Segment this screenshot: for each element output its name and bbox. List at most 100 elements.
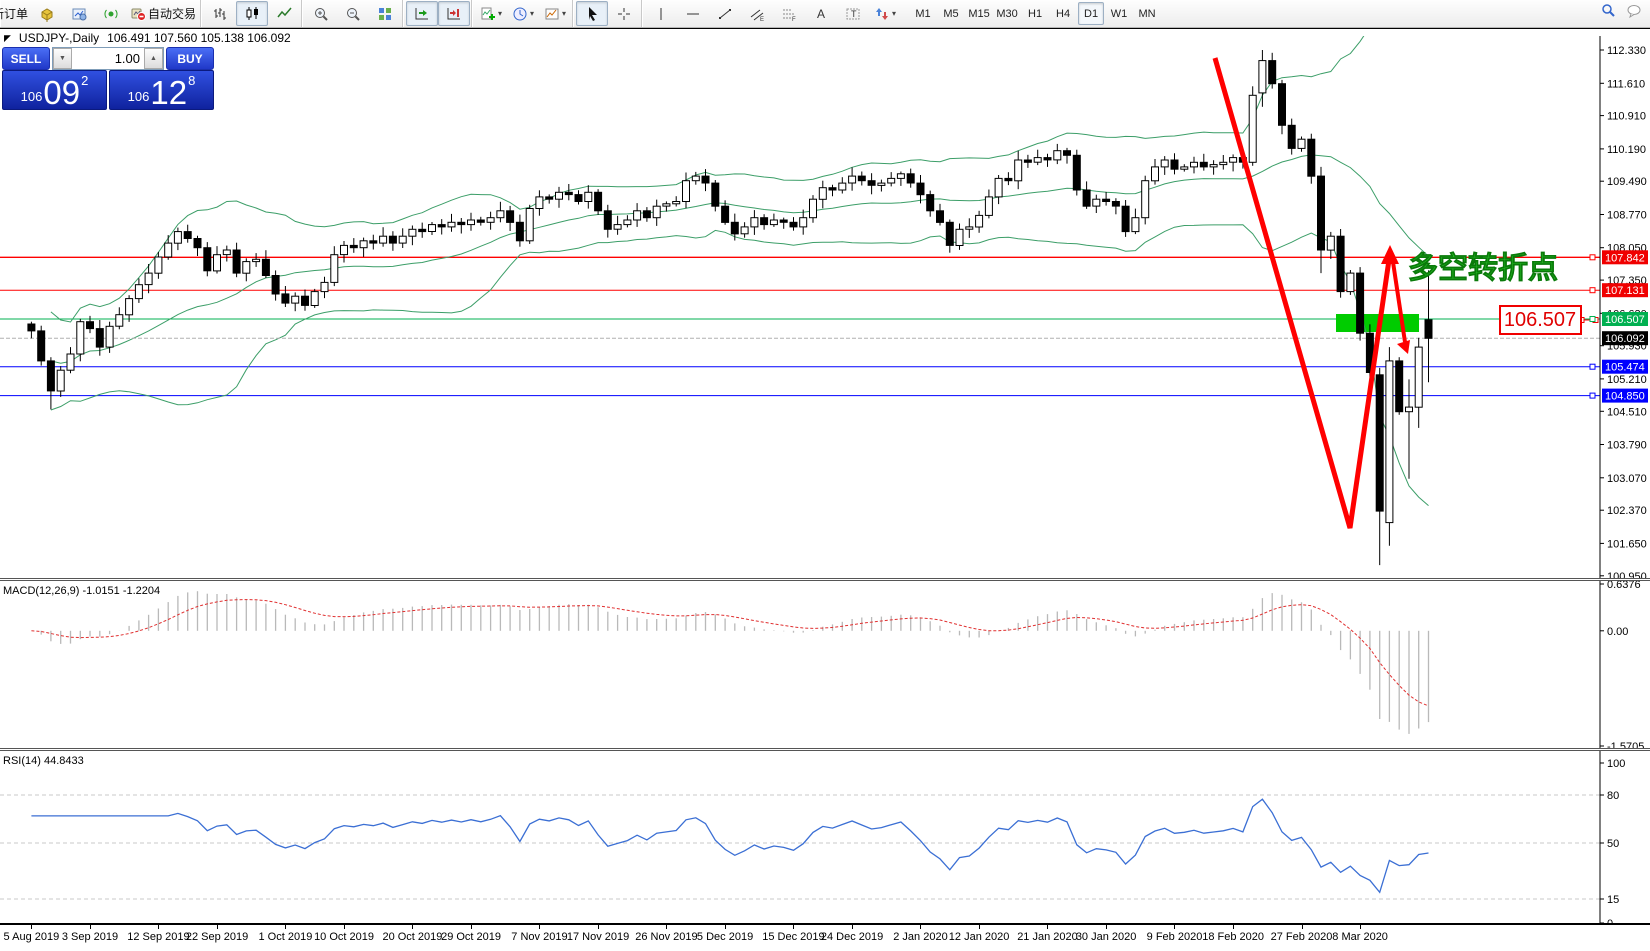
rsi-indicator-canvas[interactable]: 100 80 50 15 0 RSI(14) 44.8433 <box>0 751 1650 923</box>
date-tick <box>217 925 219 929</box>
date-tick <box>852 925 854 929</box>
templates-button[interactable]: ▾ <box>539 1 571 26</box>
price-axis-tick: 110.910 <box>1607 111 1646 123</box>
date-tick <box>1233 925 1235 929</box>
indicators-button[interactable]: ▾ <box>475 1 507 26</box>
date-label: 5 Aug 2019 <box>3 931 60 943</box>
sell-price-panel[interactable]: 106 09 2 <box>2 70 107 110</box>
price-line-label: 107.842 <box>1605 252 1645 264</box>
periods-button[interactable]: ▾ <box>507 1 539 26</box>
timeframe-h1-button[interactable]: H1 <box>1028 7 1043 20</box>
macd-indicator-canvas[interactable]: 0.6376 0.00 -1.5705 MACD(12,26,9) -1.0151 -… <box>0 581 1650 748</box>
chat-icon[interactable] <box>1626 3 1642 24</box>
price-axis-tick: 108.770 <box>1607 210 1647 222</box>
macd-axis-tick: 0.6376 <box>1607 581 1641 591</box>
line-chart-mode-button[interactable] <box>268 1 300 26</box>
new-order-button[interactable]: 新订单 <box>0 7 29 21</box>
cursor-tool-button[interactable] <box>576 1 609 26</box>
volume-decrease-button[interactable]: ▼ <box>53 48 72 69</box>
auto-scroll-button[interactable] <box>406 1 439 26</box>
price-axis-tick: 109.490 <box>1607 176 1647 188</box>
date-label: 27 Feb 2020 <box>1270 931 1333 943</box>
timeframe-m30-button[interactable]: M30 <box>996 7 1018 20</box>
date-label: 17 Nov 2019 <box>566 931 630 943</box>
horizontal-line-tool-button[interactable] <box>677 1 709 26</box>
timeframe-m1-button[interactable]: M1 <box>915 7 931 20</box>
volume-input[interactable]: 1.00 <box>114 51 140 66</box>
autotrade-button[interactable]: 自动交易 <box>127 1 199 26</box>
timeframe-m5-button[interactable]: M5 <box>943 7 959 20</box>
buy-price-sup: 8 <box>188 73 196 88</box>
dropdown-caret-icon[interactable]: ▾ <box>498 9 503 18</box>
dropdown-caret-icon[interactable]: ▾ <box>530 9 535 18</box>
linechart-icon <box>277 7 292 17</box>
timeframe-m15-button[interactable]: M15 <box>968 7 990 20</box>
zoom-out-button[interactable] <box>337 1 369 26</box>
price-axis-tick: 111.610 <box>1607 78 1645 90</box>
date-tick <box>920 925 922 929</box>
volume-increase-button[interactable]: ▲ <box>144 48 163 69</box>
date-tick <box>471 925 473 929</box>
date-label: 15 Dec 2019 <box>762 931 825 943</box>
zoom-in-button[interactable] <box>305 1 337 26</box>
chart-symbol-period: USDJPY-,Daily <box>18 31 100 45</box>
tile-windows-button[interactable] <box>369 1 401 26</box>
sell-price-sup: 2 <box>81 73 89 88</box>
buy-price-big: 12 <box>150 74 188 111</box>
candlestick-mode-button[interactable] <box>236 1 269 26</box>
dropdown-caret-icon[interactable]: ▾ <box>562 9 567 18</box>
svg-text:E: E <box>760 17 764 22</box>
main-toolbar: 新订单 自动交易 ▾ ▾ ▾ E F A T ▾ M1 M5 M15 M30 H1 H4 D1 W1 MN <box>0 0 1650 28</box>
trendline-tool-button[interactable] <box>709 1 741 26</box>
rsi-axis-tick: 80 <box>1607 790 1619 802</box>
price-axis-tick: 102.370 <box>1607 505 1647 517</box>
text-tool-button[interactable]: A <box>805 1 837 26</box>
date-tick <box>539 925 541 929</box>
data-folder-button[interactable] <box>31 1 63 26</box>
labelT-icon: T <box>846 8 860 19</box>
bollinger-band <box>50 36 1365 323</box>
price-chart-canvas[interactable]: 多空转折点 106.507 112.330 111.610 110.910 110.190… <box>0 0 1650 578</box>
chart-top-border <box>0 27 1650 29</box>
time-axis: 5 Aug 2019 3 Sep 2019 12 Sep 2019 22 Sep 20… <box>0 925 1650 951</box>
rsi-axis-tick: 50 <box>1607 838 1619 850</box>
panel-separator[interactable] <box>0 748 1650 751</box>
date-tick <box>979 925 981 929</box>
macd-signal-line <box>31 599 1429 707</box>
panel-separator[interactable] <box>0 578 1650 581</box>
market-watch-button[interactable] <box>63 1 95 26</box>
rsi-axis-tick: 0 <box>1607 918 1613 923</box>
dropdown-caret-icon[interactable]: ▾ <box>892 9 897 18</box>
zoomin-icon <box>315 7 328 21</box>
buy-price-panel[interactable]: 106 12 8 <box>109 70 214 110</box>
buy-button[interactable]: BUY <box>166 47 214 70</box>
label-tool-button[interactable]: T <box>837 1 869 26</box>
date-tick <box>1174 925 1176 929</box>
buy-price-handle: 106 <box>127 89 150 104</box>
arrows-tool-button[interactable]: ▾ <box>869 1 901 26</box>
timeframe-h4-button[interactable]: H4 <box>1056 7 1071 20</box>
signals-button[interactable] <box>95 1 127 26</box>
volume-spinner: ▼ 1.00 ▲ <box>52 47 164 70</box>
bar-chart-mode-button[interactable] <box>204 1 236 26</box>
autotrade-icon <box>131 8 147 21</box>
price-axis-tick: 112.330 <box>1607 45 1646 57</box>
date-tick <box>344 925 346 929</box>
vline-icon <box>660 7 662 20</box>
date-label: 21 Jan 2020 <box>1017 931 1078 943</box>
vertical-line-tool-button[interactable] <box>645 1 677 26</box>
timeframe-w1-button[interactable]: W1 <box>1110 7 1128 20</box>
fibo-icon: F <box>783 9 796 22</box>
timeframe-d1-button[interactable]: D1 <box>1078 2 1105 25</box>
bollinger-band <box>50 224 1429 506</box>
sell-button[interactable]: SELL <box>2 47 50 70</box>
timeframe-mn-button[interactable]: MN <box>1138 7 1156 20</box>
fibonacci-tool-button[interactable]: F <box>773 1 805 26</box>
channel-tool-button[interactable]: E <box>741 1 773 26</box>
date-tick <box>666 925 668 929</box>
search-icon[interactable] <box>1600 3 1616 24</box>
chart-shift-button[interactable] <box>438 1 471 26</box>
date-label: 24 Dec 2019 <box>820 931 884 943</box>
crosshair-tool-button[interactable] <box>608 1 640 26</box>
bars-icon <box>214 7 227 20</box>
